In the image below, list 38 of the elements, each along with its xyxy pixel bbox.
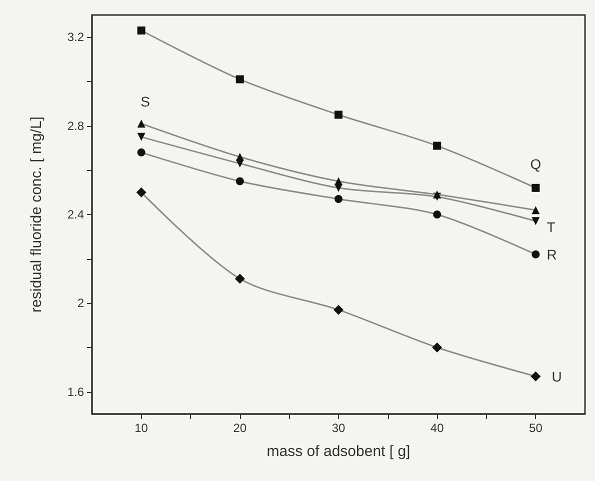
- y-tick-label: 3.2: [67, 30, 84, 44]
- y-tick-label: 2.8: [67, 118, 84, 133]
- point: [433, 142, 442, 150]
- x-tick-label: 50: [529, 421, 543, 435]
- x-tick-label: 40: [430, 421, 444, 435]
- point: [532, 206, 540, 214]
- point: [236, 152, 244, 161]
- series-label: R: [546, 246, 557, 262]
- point: [236, 177, 244, 186]
- series-label: U: [552, 368, 562, 384]
- point: [334, 177, 342, 186]
- y-tick-label: 2.4: [67, 208, 84, 222]
- point: [137, 148, 146, 156]
- x-tick-label: 20: [233, 421, 247, 435]
- point: [136, 187, 146, 198]
- point: [433, 210, 442, 218]
- point: [432, 342, 442, 352]
- y-tick-label: 2: [77, 296, 84, 310]
- point: [530, 371, 541, 382]
- point: [137, 132, 146, 141]
- point: [137, 120, 146, 128]
- point: [236, 75, 244, 84]
- y-tick-label: 1.6: [67, 384, 84, 399]
- point: [532, 184, 540, 192]
- point: [532, 217, 540, 226]
- y-axis-title: residual fluoride conc. [ mg/L]: [28, 116, 45, 312]
- point: [234, 274, 245, 284]
- point: [334, 304, 344, 315]
- point: [334, 194, 342, 203]
- x-tick-label: 10: [134, 421, 148, 435]
- point: [532, 250, 540, 258]
- series-label: T: [546, 219, 556, 236]
- x-tick-label: 30: [332, 421, 346, 435]
- x-axis-title: mass of adsobent [ g]: [266, 443, 410, 460]
- series-label: Q: [530, 156, 542, 172]
- point: [334, 110, 342, 119]
- point: [137, 26, 146, 35]
- series-label: S: [140, 94, 150, 110]
